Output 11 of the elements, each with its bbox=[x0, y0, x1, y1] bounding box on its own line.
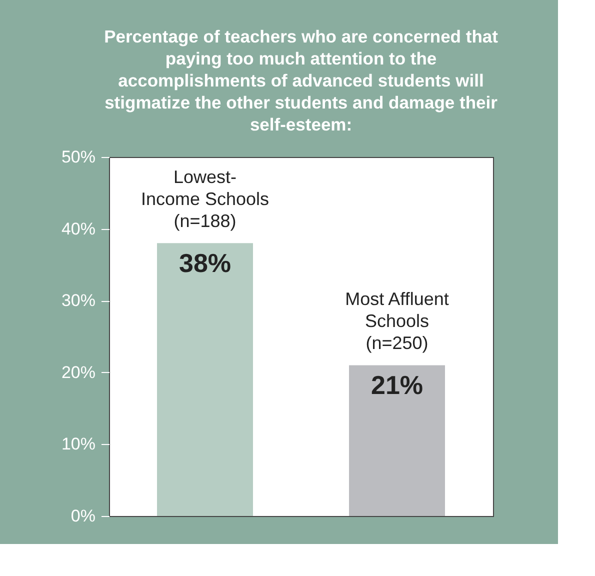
chart-title: Percentage of teachers who are concerned that paying too much attention to the accomplishments of advanced students will stigmatize the other students and damage their self-esteem: bbox=[104, 26, 498, 134]
x-tick-label: Most Affluent Schools (n=250) bbox=[345, 289, 449, 354]
x-tick-label: Lowest- Income Schools (n=188) bbox=[140, 167, 270, 232]
y-tick-label: 0% bbox=[70, 506, 96, 526]
y-tick-label: 40% bbox=[61, 219, 96, 238]
y-tick-label: 20% bbox=[61, 362, 96, 382]
data-label: 21% bbox=[370, 370, 424, 400]
y-tick-label: 50% bbox=[61, 148, 96, 166]
data-label: 38% bbox=[178, 248, 232, 278]
y-tick-label: 30% bbox=[61, 291, 96, 310]
y-tick-label: 10% bbox=[61, 434, 96, 454]
